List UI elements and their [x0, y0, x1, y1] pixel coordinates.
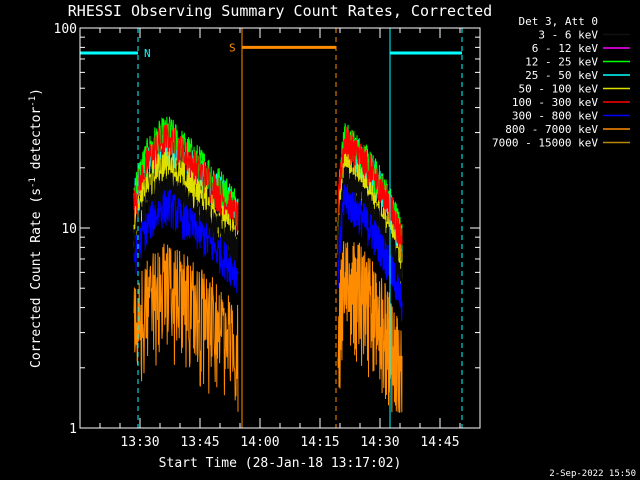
series-trace	[337, 183, 403, 322]
chart-title: RHESSI Observing Summary Count Rates, Co…	[68, 2, 492, 20]
series-trace	[133, 243, 239, 412]
x-tick-label: 14:45	[420, 435, 459, 450]
series-trace	[337, 241, 403, 413]
x-tick-label: 13:45	[180, 435, 219, 450]
x-tick-label: 14:00	[240, 435, 279, 450]
legend-label: 6 - 12 keV	[532, 42, 599, 55]
legend-header: Det 3, Att 0	[519, 15, 598, 28]
footer-date: 2-Sep-2022 15:50	[549, 469, 636, 479]
series-trace	[337, 153, 403, 285]
x-tick-label: 14:15	[300, 435, 339, 450]
y-tick-label: 100	[54, 22, 77, 37]
x-tick-label: 13:30	[120, 435, 159, 450]
series-trace	[133, 189, 239, 294]
legend-label: 3 - 6 keV	[538, 29, 598, 42]
saa-label: S	[229, 41, 236, 54]
night-label: N	[144, 47, 151, 60]
series-trace	[133, 122, 239, 237]
legend-label: 25 - 50 keV	[525, 69, 598, 82]
y-tick-label: 10	[61, 222, 77, 237]
legend-label: 100 - 300 keV	[512, 96, 598, 109]
legend-label: 800 - 7000 keV	[505, 123, 598, 136]
legend-label: 12 - 25 keV	[525, 56, 598, 69]
y-axis-label: Corrected Count Rate (s-1 detector-1)	[28, 88, 44, 368]
y-tick-label: 1	[69, 422, 77, 437]
legend-label: 50 - 100 keV	[519, 83, 599, 96]
data-layer	[133, 116, 403, 413]
legend-label: 7000 - 15000 keV	[492, 137, 598, 150]
axis-layer: 13:30 13:45 14:00 14:15 14:30 14:45 1 10 100	[54, 22, 481, 450]
legend-label: 300 - 800 keV	[512, 110, 598, 123]
x-axis-label: Start Time (28-Jan-18 13:17:02)	[159, 456, 402, 471]
x-tick-label: 14:30	[360, 435, 399, 450]
